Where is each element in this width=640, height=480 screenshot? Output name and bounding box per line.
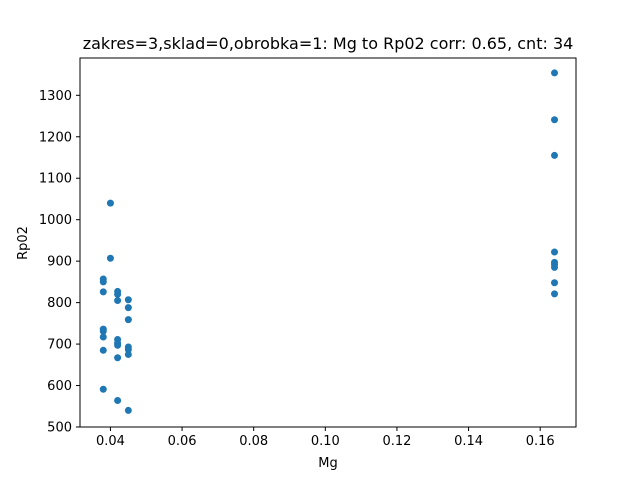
data-point <box>124 304 132 312</box>
y-tick-label: 1000 <box>39 213 72 228</box>
x-tick-label: 0.12 <box>382 434 411 449</box>
data-point <box>106 254 114 262</box>
y-axis-label: Rp02 <box>16 226 31 260</box>
y-tick-label: 700 <box>47 338 72 353</box>
data-point <box>99 333 107 341</box>
points-layer <box>99 69 559 414</box>
data-point <box>124 406 132 414</box>
data-point <box>114 354 122 362</box>
data-point <box>551 248 559 256</box>
data-point <box>114 290 122 298</box>
data-point <box>551 279 559 287</box>
chart-title: zakres=3,sklad=0,obrobka=1: Mg to Rp02 c… <box>83 34 574 53</box>
x-tick-label: 0.04 <box>96 434 125 449</box>
data-point <box>551 263 559 271</box>
data-point <box>124 296 132 304</box>
data-point <box>99 346 107 354</box>
x-tick-label: 0.10 <box>311 434 340 449</box>
data-point <box>114 341 122 349</box>
data-point <box>124 316 132 324</box>
x-tick-label: 0.06 <box>168 434 197 449</box>
data-point <box>551 69 559 77</box>
y-tick-label: 600 <box>47 379 72 394</box>
y-tick-label: 800 <box>47 296 72 311</box>
y-tick-label: 1100 <box>39 172 72 187</box>
plot-frame <box>79 57 577 428</box>
x-tick-label: 0.14 <box>454 434 483 449</box>
data-point <box>551 151 559 159</box>
x-axis-label: Mg <box>318 456 337 471</box>
y-tick-label: 1300 <box>39 89 72 104</box>
data-point <box>551 290 559 298</box>
y-tick-label: 1200 <box>39 130 72 145</box>
data-point <box>114 396 122 404</box>
data-point <box>114 297 122 305</box>
x-axis-ticks: 0.04 0.06 0.08 0.10 0.12 0.14 0.16 <box>96 427 555 449</box>
x-tick-label: 0.16 <box>526 434 555 449</box>
y-tick-label: 500 <box>47 421 72 436</box>
data-point <box>124 350 132 358</box>
data-point <box>551 116 559 124</box>
data-point <box>99 385 107 393</box>
data-point <box>124 345 132 353</box>
data-point <box>106 199 114 207</box>
data-point <box>99 288 107 296</box>
y-tick-label: 900 <box>47 255 72 270</box>
data-point <box>99 278 107 286</box>
data-point <box>99 327 107 335</box>
y-axis-ticks: 500 600 700 800 900 1000 1100 1200 1300 <box>39 89 80 436</box>
x-tick-label: 0.08 <box>239 434 268 449</box>
